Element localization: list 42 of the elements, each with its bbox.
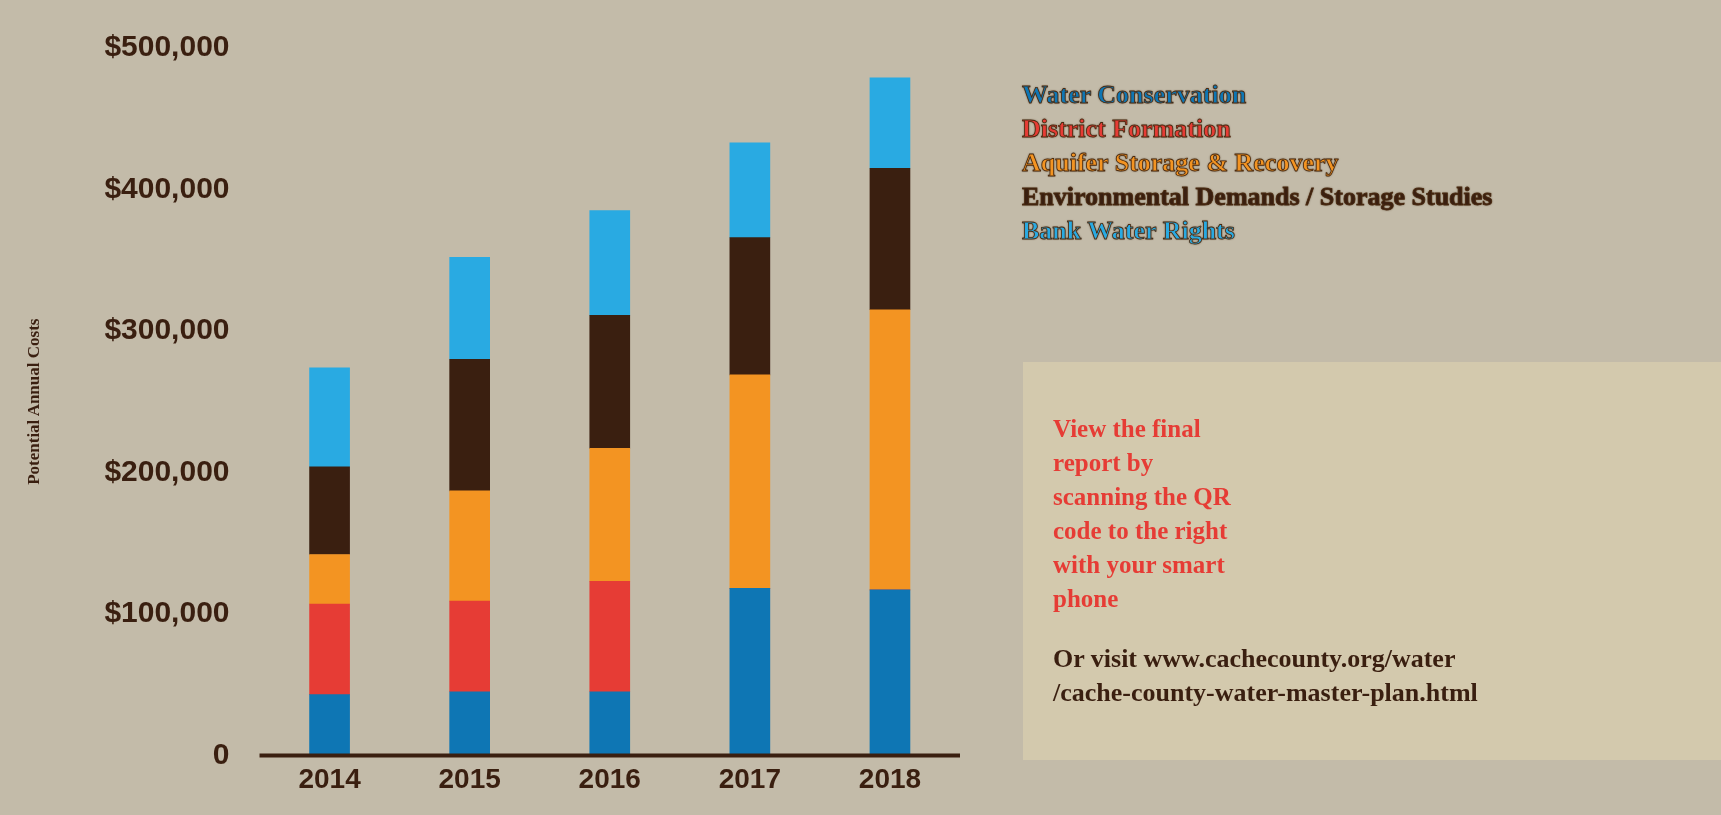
bar <box>589 448 631 582</box>
bar <box>589 315 631 449</box>
bar <box>449 358 490 492</box>
y-tick-label: $500,000 <box>104 29 230 63</box>
x-tick-label: 2017 <box>718 762 782 794</box>
bar <box>309 694 350 756</box>
bar <box>869 167 911 311</box>
y-tick-label: $100,000 <box>104 595 230 629</box>
text: Environmental Demands / Storage Studies <box>1022 181 1493 213</box>
text: District Formation <box>1022 113 1232 145</box>
bar <box>729 588 771 756</box>
bar <box>309 603 350 695</box>
y-tick-label: $300,000 <box>104 312 230 346</box>
text: Or visit www.cachecounty.org/water /cache-county-water-master-plan.html <box>1053 643 1479 709</box>
bar <box>449 490 490 602</box>
bar <box>729 237 771 376</box>
y-tick-label: 0 <box>212 736 230 770</box>
bar <box>729 374 771 589</box>
bar <box>869 77 911 169</box>
text: Aquifer Storage & Recovery <box>1022 147 1340 179</box>
x-tick-label: 2015 <box>438 762 501 794</box>
x-tick-label: 2014 <box>298 762 362 794</box>
bar <box>869 589 911 756</box>
x-tick-label: 2018 <box>858 762 922 794</box>
bar <box>449 257 490 360</box>
bar <box>449 691 490 756</box>
bar <box>729 142 771 238</box>
bar <box>869 309 911 591</box>
bar <box>589 210 631 316</box>
text: Bank Water Rights <box>1022 215 1236 247</box>
bar <box>309 367 350 468</box>
bar <box>589 691 631 756</box>
y-axis-title: Potential Annual Costs <box>23 318 43 485</box>
bar <box>589 581 631 693</box>
bar <box>449 600 490 693</box>
text: View the final report by scanning the QR code to the right with your smart phone <box>1053 414 1232 614</box>
y-tick-label: $200,000 <box>104 453 230 487</box>
y-tick-label: $400,000 <box>104 170 230 204</box>
text: Water Conservation <box>1022 79 1248 111</box>
x-tick-label: 2016 <box>578 762 641 794</box>
bar <box>309 466 350 555</box>
bar <box>309 554 350 605</box>
